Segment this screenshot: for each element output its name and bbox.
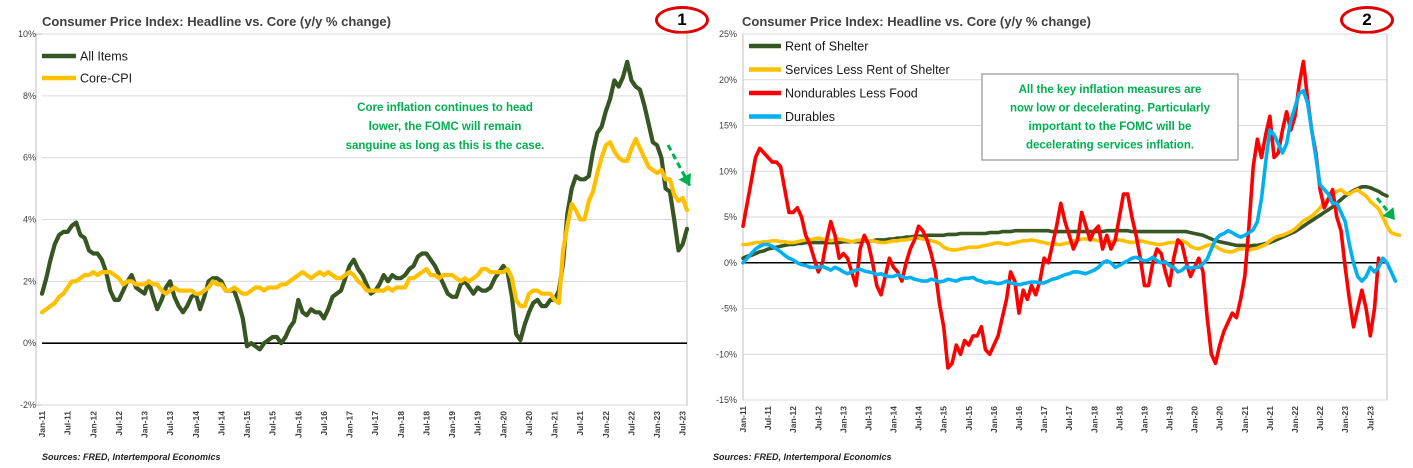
x-tick-label: Jan-19 [1139, 406, 1149, 433]
annotation-text: now low or decelerating. Particularly [1010, 103, 1211, 115]
x-tick-label: Jul-12 [813, 406, 823, 431]
x-tick-label: Jan-13 [140, 411, 150, 438]
chart-svg: -15% -10% -5% 0% 5% 10% 15% 20% 25% Jan-11 Jul-11 J… [716, 29, 1402, 433]
series-line-nondurables-less-food [741, 59, 1381, 370]
y-tick-label: 2% [23, 276, 36, 286]
x-tick-label: Jan-19 [447, 411, 457, 438]
annotation-text: decelerating services inflation. [1026, 140, 1194, 152]
x-tick-label: Jul-23 [678, 411, 688, 436]
x-tick-label: Jan-18 [1089, 406, 1099, 433]
x-tick-label: Jan-11 [37, 411, 47, 438]
chart-number-badge: 1 [655, 6, 709, 34]
x-tick-label: Jul-21 [575, 411, 585, 436]
y-tick-label: -2% [20, 400, 36, 410]
x-tick-label: Jul-20 [1215, 406, 1225, 431]
series-line-core-cpi [39, 137, 690, 315]
x-tick-label: Jul-22 [626, 411, 636, 436]
x-tick-label: Jul-11 [63, 411, 73, 435]
x-tick-label: Jul-15 [964, 406, 974, 431]
source-note: Sources: FRED, Intertemporal Economics [42, 452, 221, 462]
y-tick-label: 4% [23, 215, 36, 225]
x-tick-label: Jul-19 [473, 411, 483, 436]
x-tick-label: Jul-18 [421, 411, 431, 436]
x-tick-label: Jan-11 [738, 406, 748, 433]
x-tick-label: Jan-14 [191, 411, 201, 438]
x-tick-label: Jan-20 [498, 411, 508, 438]
x-tick-label: Jan-15 [242, 411, 252, 438]
x-tick-label: Jan-23 [1340, 406, 1350, 433]
x-tick-label: Jul-16 [1014, 406, 1024, 431]
x-tick-label: Jan-17 [345, 411, 355, 438]
annotation-box [981, 73, 1239, 161]
x-tick-label: Jan-20 [1190, 406, 1200, 433]
annotation-text: important to the FOMC will be [1029, 121, 1192, 133]
x-tick-label: Jul-17 [370, 411, 380, 436]
y-tick-label: 0% [724, 258, 737, 268]
x-tick-label: Jan-21 [1240, 406, 1250, 433]
x-tick-label: Jul-23 [1365, 406, 1375, 431]
legend-label: Core-CPI [80, 72, 132, 86]
source-note: Sources: FRED, Intertemporal Economics [713, 452, 892, 462]
y-tick-label: 25% [719, 29, 737, 39]
y-tick-label: 8% [23, 91, 36, 101]
x-tick-label: Jul-13 [863, 406, 873, 431]
chart-svg: -2% 0% 2% 4% 6% 8% 10% Jan-11 Jul-11 Jan-12 Jul-12… [18, 29, 692, 438]
y-tick-label: 20% [719, 75, 737, 85]
legend-label: Nondurables Less Food [785, 87, 918, 101]
y-tick-label: 0% [23, 338, 36, 348]
x-tick-label: Jan-16 [293, 411, 303, 438]
annotation-text: lower, the FOMC will remain [369, 121, 522, 133]
annotation-text: All the key inflation measures are [1019, 84, 1202, 96]
legend-label: Durables [785, 110, 835, 124]
annotation-text: sanguine as long as this is the case. [346, 140, 545, 152]
series-line-durables [741, 88, 1398, 287]
chart-panel-components: Consumer Price Index: Headline vs. Core … [705, 0, 1413, 468]
chart-number-badge: 2 [1340, 6, 1394, 34]
x-tick-label: Jan-14 [889, 406, 899, 433]
legend-label: Rent of Shelter [785, 40, 868, 54]
x-tick-label: Jul-11 [763, 406, 773, 430]
x-tick-label: Jan-13 [838, 406, 848, 433]
x-tick-label: Jul-16 [319, 411, 329, 436]
x-tick-label: Jan-21 [550, 411, 560, 438]
y-tick-label: 6% [23, 153, 36, 163]
x-tick-label: Jul-22 [1315, 406, 1325, 431]
x-tick-label: Jan-18 [396, 411, 406, 438]
x-tick-label: Jan-12 [788, 406, 798, 433]
x-tick-label: Jul-17 [1064, 406, 1074, 431]
y-tick-label: -15% [716, 395, 737, 405]
x-tick-label: Jul-15 [268, 411, 278, 436]
x-tick-label: Jan-22 [1290, 406, 1300, 433]
x-tick-label: Jan-16 [989, 406, 999, 433]
y-tick-label: -10% [716, 349, 737, 359]
x-tick-label: Jan-12 [88, 411, 98, 438]
x-tick-label: Jul-19 [1165, 406, 1175, 431]
y-tick-label: 5% [724, 212, 737, 222]
trend-arrowhead [678, 173, 691, 186]
chart-title: Consumer Price Index: Headline vs. Core … [742, 14, 1091, 29]
legend-label: All Items [80, 50, 128, 64]
x-tick-label: Jan-15 [939, 406, 949, 433]
trend-arrow [666, 144, 692, 187]
x-tick-label: Jul-14 [914, 406, 924, 431]
annotation-text: Core inflation continues to head [357, 102, 533, 114]
x-tick-label: Jul-12 [114, 411, 124, 436]
x-tick-label: Jul-21 [1265, 406, 1275, 431]
x-tick-label: Jul-20 [524, 411, 534, 436]
x-tick-label: Jan-17 [1039, 406, 1049, 433]
x-tick-label: Jan-23 [652, 411, 662, 438]
x-tick-label: Jul-13 [165, 411, 175, 436]
legend-label: Services Less Rent of Shelter [785, 63, 950, 77]
y-tick-label: 10% [719, 166, 737, 176]
x-tick-label: Jan-22 [601, 411, 611, 438]
y-tick-label: 15% [719, 121, 737, 131]
trend-arrowhead [1382, 207, 1395, 220]
chart-panel-headline-core: Consumer Price Index: Headline vs. Core … [0, 0, 709, 468]
chart-title: Consumer Price Index: Headline vs. Core … [42, 14, 391, 29]
y-tick-label: 10% [18, 29, 36, 39]
x-tick-label: Jul-18 [1114, 406, 1124, 431]
y-tick-label: -5% [721, 304, 737, 314]
x-tick-label: Jul-14 [216, 411, 226, 436]
